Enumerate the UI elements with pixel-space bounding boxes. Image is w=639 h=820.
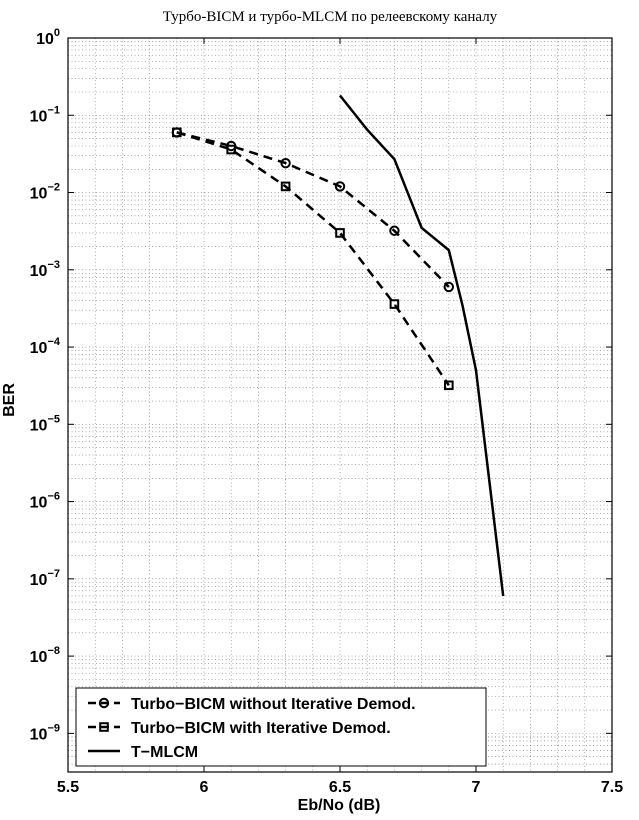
- series-1-line: [176, 131, 450, 288]
- legend-label-1: Turbo−BICM without Iterative Demod.: [131, 696, 416, 713]
- series-1-circle-marker: [334, 181, 346, 192]
- y-tick-label: 10−3: [30, 259, 60, 280]
- x-tick-label: 5.5: [57, 779, 79, 796]
- series-2: [172, 127, 454, 391]
- y-tick-label: 10−4: [30, 336, 61, 357]
- series-2-square-marker: [172, 127, 182, 138]
- series-1-circle-marker: [389, 225, 400, 236]
- series-1-circle-marker: [443, 281, 454, 293]
- legend-label-2: Turbo−BICM with Iterative Demod.: [131, 720, 391, 737]
- y-axis-ticks: 100 10−1 10−2 10−3 10−4 10−5 10−6 10−7 10−8 10−9: [30, 27, 612, 743]
- y-axis-label: BER: [1, 383, 18, 417]
- y-tick-label: 10−9: [30, 722, 60, 743]
- series-2-line: [176, 131, 450, 386]
- legend-box: [75, 687, 487, 767]
- series-2-square-marker: [226, 144, 236, 155]
- legend: Turbo−BICM without Iterative Demod. Turbo…: [75, 687, 487, 767]
- x-axis-ticks: 5.5 6 6.5 7 7.5: [57, 38, 623, 796]
- series-2-square-marker: [389, 299, 400, 309]
- y-tick-label: 10−6: [30, 491, 60, 512]
- x-tick-label: 6: [200, 779, 209, 796]
- y-tick-label: 10−2: [30, 182, 60, 203]
- x-tick-label: 7: [472, 779, 481, 796]
- series-layer: [171, 94, 505, 597]
- x-tick-label: 6.5: [329, 779, 351, 796]
- y-tick-label: 10−8: [30, 645, 60, 666]
- x-axis-label: Eb/No (dB): [298, 797, 381, 814]
- series-2-square-marker: [335, 228, 345, 238]
- y-tick-label: 10−1: [30, 104, 60, 125]
- y-tick-label: 10−5: [30, 413, 60, 434]
- legend-2-square-marker: [99, 722, 109, 732]
- series-2-square-marker: [444, 380, 454, 391]
- series-2-square-marker: [280, 181, 291, 192]
- grid: [67, 38, 613, 772]
- legend-1-circle-marker: [98, 697, 110, 709]
- series-1-circle-marker: [280, 157, 291, 169]
- legend-label-3: T−MLCM: [131, 744, 198, 761]
- series-3: [339, 94, 505, 597]
- series-3-line: [339, 94, 505, 597]
- chart-title: Турбо-BICM и турбо-MLCM по релеевскому к…: [163, 9, 498, 25]
- y-tick-label: 100: [36, 27, 60, 48]
- y-tick-label: 10−7: [30, 568, 60, 589]
- x-tick-label: 7.5: [601, 779, 623, 796]
